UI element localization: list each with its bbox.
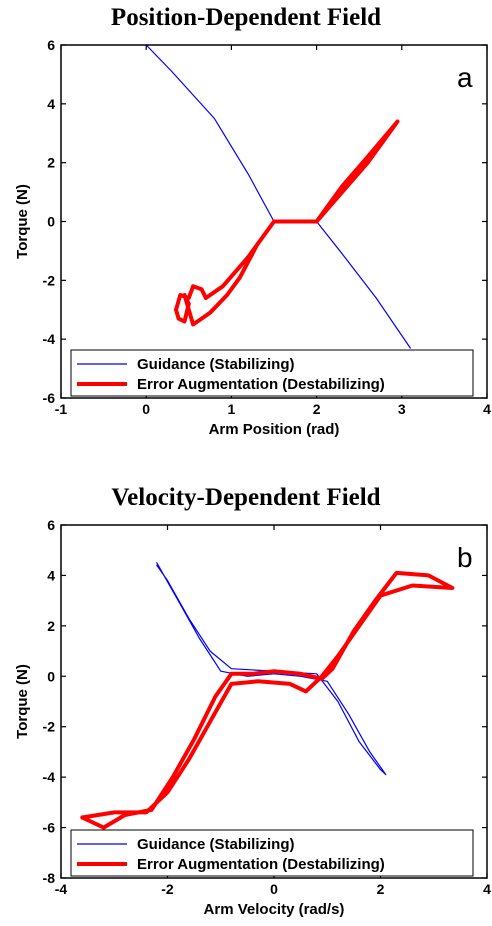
chart-b-x-tick-label: 2 [377,881,385,897]
chart-b-legend-box [70,829,474,877]
chart-a-x-tick-label: -1 [55,401,68,417]
chart-b-x-tick-label: 0 [270,881,278,897]
chart-b-y-tick-label: 6 [47,517,55,533]
chart-a-legend-label-guidance: Guidance (Stabilizing) [137,356,295,373]
chart-a-y-axis-label: Torque (N) [14,184,31,259]
chart-b-y-axis-label: Torque (N) [14,664,31,739]
chart-b-legend-label-error-augmentation: Error Augmentation (Destabilizing) [137,856,385,873]
chart-a-title: Position-Dependent Field [110,4,382,31]
chart-a-x-tick-label: 1 [228,401,236,417]
chart-b-x-tick-label: -4 [55,881,68,897]
chart-a-x-tick-label: 0 [142,401,150,417]
chart-b-y-tick-label: -2 [43,719,56,735]
chart-b-y-tick-label: 2 [47,618,55,634]
chart-b-y-tick-label: -8 [43,870,56,886]
chart-b-y-tick-label: -6 [43,820,56,836]
chart-a-series-error-augmentation [174,119,400,327]
chart-b-title: Velocity-Dependent Field [111,484,381,511]
chart-a-legend-box [70,349,474,397]
chart-a: -1 0 1 2 3 4 -6 -4 -2 0 2 4 6 Arm Position (rad) Torqu… [14,37,491,438]
chart-a-y-tick-label: 6 [47,37,55,53]
chart-b-y-tick-label: 0 [47,668,55,684]
chart-a-y-tick-label: 2 [47,155,55,171]
chart-a-y-tick-label: -4 [43,331,56,347]
chart-a-y-tick-label: -2 [43,272,56,288]
chart-b-y-tick-label: 4 [47,567,55,583]
chart-b-x-axis-label: Arm Velocity (rad/s) [204,901,345,918]
chart-a-y-tick-label: 0 [47,214,55,230]
chart-b-y-tick-label: -4 [43,769,56,785]
chart-a-legend-label-error-augmentation: Error Augmentation (Destabilizing) [137,376,385,393]
chart-a-y-tick-label: -6 [43,390,56,406]
chart-a-y-tick-label: 4 [47,96,55,112]
chart-b-x-tick-label: 4 [483,881,491,897]
chart-a-x-axis-label: Arm Position (rad) [209,421,340,438]
chart-a-x-tick-label: 2 [313,401,321,417]
chart-b-x-tick-label: -2 [161,881,174,897]
chart-b-legend-label-guidance: Guidance (Stabilizing) [137,836,295,853]
chart-b-plot-frame [60,524,488,879]
chart-a-x-tick-label: 3 [398,401,406,417]
chart-a-panel-letter: a [457,62,473,93]
chart-a-x-tick-label: 4 [483,401,491,417]
chart-b-series-error-augmentation [80,570,455,830]
chart-b-panel-letter: b [457,542,473,573]
